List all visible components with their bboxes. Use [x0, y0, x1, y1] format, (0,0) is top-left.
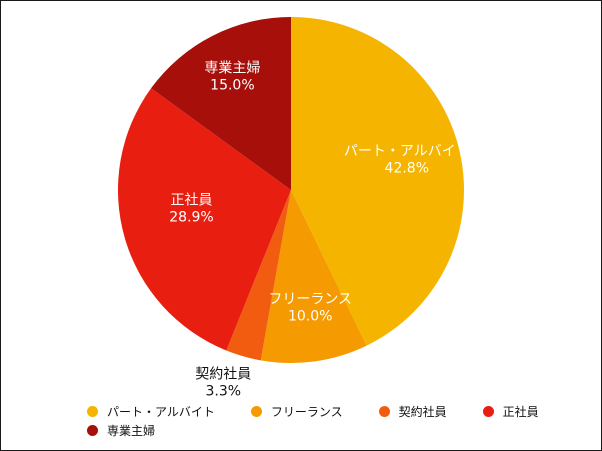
pie-slices [117, 17, 465, 364]
legend-item: 正社員 [482, 403, 539, 420]
legend-label: パート・アルバイト [107, 405, 215, 419]
legend-swatch [482, 406, 494, 417]
slice-label-name: パート・アルバイト [344, 144, 470, 160]
slice-label-name: フリーランス [268, 291, 352, 307]
slice-label-value: 15.0% [210, 78, 254, 94]
legend-label: フリーランス [270, 405, 343, 419]
legend-label: 契約社員 [398, 405, 447, 419]
legend-item: フリーランス [250, 403, 343, 420]
slice-label-value: 10.0% [288, 308, 332, 324]
slice-label-name: 正社員 [171, 192, 213, 208]
legend-swatch [250, 406, 262, 417]
legend-swatch [87, 425, 98, 436]
slice-label-value: 42.8% [385, 161, 429, 177]
legend-item: 契約社員 [378, 403, 447, 420]
legend-item: パート・アルバイト [87, 403, 215, 420]
legend-item: 専業主婦 [87, 422, 155, 439]
legend-swatch [87, 406, 98, 417]
pie-slice-5 [151, 17, 291, 190]
slice-label-name: 契約社員 [195, 366, 251, 382]
pie-slice-3 [226, 190, 291, 361]
legend-label: 正社員 [502, 405, 539, 419]
pie-slice-4 [117, 88, 291, 351]
slice-label-value: 3.3% [206, 383, 242, 399]
legend-swatch [378, 406, 390, 417]
slice-label-value: 28.9% [169, 209, 213, 225]
pie-slice-1 [291, 17, 465, 346]
legend-label: 専業主婦 [107, 424, 156, 438]
pie-slice-2 [260, 190, 367, 364]
legend: パート・アルバイト フリーランス 契約社員 正社員専業主婦 [87, 403, 557, 439]
slice-label-name: 専業主婦 [204, 60, 260, 77]
